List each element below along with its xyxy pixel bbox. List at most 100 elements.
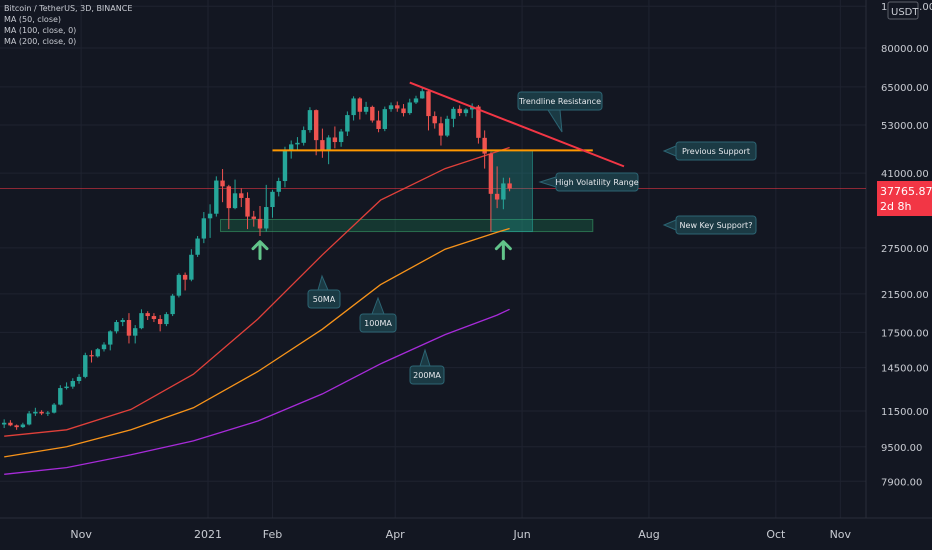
candle-51 xyxy=(320,128,325,158)
candle-body xyxy=(376,120,381,129)
candle-body xyxy=(76,376,82,381)
candle-72 xyxy=(451,106,456,128)
candle-7 xyxy=(45,411,51,416)
candle-26 xyxy=(164,312,169,327)
candle-68 xyxy=(426,90,431,131)
callout-ma200[interactable]: 200MA xyxy=(409,348,445,385)
candle-body xyxy=(83,355,88,377)
candle-36 xyxy=(226,184,231,230)
candle-9 xyxy=(58,385,63,406)
candle-30 xyxy=(189,249,194,282)
candle-body xyxy=(295,142,300,145)
candle-27 xyxy=(170,293,175,317)
callout-high-vol[interactable]: High Volatility Range xyxy=(538,172,639,192)
candle-1 xyxy=(8,420,13,427)
x-tick-label-0: Nov xyxy=(70,528,92,541)
candle-body xyxy=(463,109,469,114)
candle-5 xyxy=(33,407,38,416)
candle-4 xyxy=(26,411,32,426)
countdown-value: 2d 8h xyxy=(880,200,911,213)
candle-body xyxy=(457,108,462,114)
callout-new-support[interactable]: New Key Support? xyxy=(662,215,757,235)
legend-ma50[interactable]: MA (50, close) xyxy=(4,15,62,24)
candle-body xyxy=(201,218,207,239)
y-tick-label-4: 41000.00 xyxy=(881,169,929,180)
drawn-lines-layer[interactable] xyxy=(272,81,625,168)
chart-legend: Bitcoin / TetherUS, 3D, BINANCE MA (50, … xyxy=(4,3,132,47)
candle-body xyxy=(214,180,219,214)
candle-63 xyxy=(395,101,400,112)
candle-62 xyxy=(388,102,394,112)
candle-body xyxy=(108,331,113,345)
symbol-title[interactable]: Bitcoin / TetherUS, 3D, BINANCE xyxy=(4,4,133,13)
candle-body xyxy=(139,313,144,329)
volatility-range xyxy=(490,149,533,233)
candle-body xyxy=(232,193,238,209)
callout-trendline[interactable]: Trendline Resistance xyxy=(517,91,603,133)
candle-body xyxy=(101,344,107,350)
candle-70 xyxy=(438,116,444,146)
last-price-value: 37765.87 xyxy=(880,185,932,198)
candle-body xyxy=(482,137,487,154)
candle-body xyxy=(58,388,63,405)
callout-text: 100MA xyxy=(364,319,392,328)
candle-body xyxy=(176,274,182,296)
candle-body xyxy=(313,110,319,141)
candle-13 xyxy=(83,352,88,379)
arrow-jan-icon xyxy=(251,240,269,261)
candle-body xyxy=(120,320,125,323)
candle-body xyxy=(345,115,350,132)
trendline-resistance-line xyxy=(409,81,625,168)
candle-80 xyxy=(501,177,506,210)
legend-ma200[interactable]: MA (200, close, 0) xyxy=(4,37,77,46)
candle-79 xyxy=(494,166,500,209)
time-axis[interactable]: Nov 2021 Feb Apr Jun Aug Oct Nov xyxy=(70,528,851,541)
candle-6 xyxy=(39,410,44,416)
candle-31 xyxy=(195,235,200,257)
candle-body xyxy=(301,130,306,143)
candle-64 xyxy=(401,104,406,117)
x-tick-label-3: Apr xyxy=(386,528,406,541)
candle-24 xyxy=(151,313,157,323)
legend-ma100[interactable]: MA (100, close, 0) xyxy=(4,26,77,35)
candle-23 xyxy=(145,311,150,321)
candle-21 xyxy=(133,325,138,344)
candle-body xyxy=(126,320,132,336)
y-tick-label-11: 7900.00 xyxy=(881,477,922,488)
candle-29 xyxy=(182,272,188,291)
grid xyxy=(0,0,932,519)
candle-body xyxy=(264,207,269,229)
callout-text: New Key Support? xyxy=(680,221,753,230)
callout-ma50[interactable]: 50MA xyxy=(307,274,341,309)
candle-body xyxy=(401,108,406,114)
candle-body xyxy=(413,98,419,103)
candle-body xyxy=(114,322,119,332)
callout-text: High Volatility Range xyxy=(555,178,638,187)
candle-71 xyxy=(445,115,450,138)
y-tick-label-10: 9500.00 xyxy=(881,443,922,454)
candle-body xyxy=(133,328,138,336)
candle-body xyxy=(95,349,100,357)
callout-prev-support[interactable]: Previous Support xyxy=(662,141,757,161)
y-tick-label-2: 65000.00 xyxy=(881,83,929,94)
candle-76 xyxy=(476,104,481,144)
candle-body xyxy=(420,91,425,99)
candle-11 xyxy=(70,378,75,389)
currency-label: USDT xyxy=(891,7,919,18)
currency-badge[interactable]: USDT xyxy=(887,1,919,20)
candle-54 xyxy=(338,128,344,147)
callout-ma100[interactable]: 100MA xyxy=(359,296,397,333)
candle-body xyxy=(51,404,57,413)
candle-body xyxy=(45,412,51,414)
candle-28 xyxy=(176,273,182,298)
candle-body xyxy=(226,186,231,209)
candle-body xyxy=(326,137,331,151)
moving-averages-layer xyxy=(4,146,510,475)
candle-body xyxy=(494,193,500,200)
candle-body xyxy=(1,422,7,425)
candle-body xyxy=(407,102,412,114)
candle-69 xyxy=(432,111,437,129)
annotations-layer[interactable]: Trendline Resistance Previous Support High… xyxy=(251,91,757,385)
